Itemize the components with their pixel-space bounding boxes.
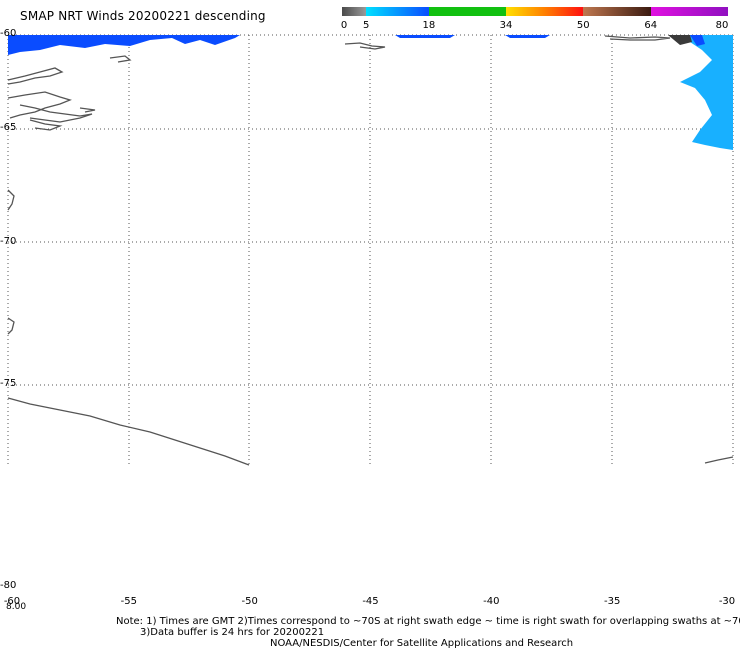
lat-tick-label: -80: [0, 580, 17, 591]
lon-tick-label: -50: [241, 596, 258, 607]
lon-tick-label: -55: [120, 596, 137, 607]
colorbar-tick-label: 18: [422, 20, 436, 31]
colorbar-segment: [366, 7, 429, 16]
lon-tick-label: -45: [362, 596, 379, 607]
note-line-2: 3)Data buffer is 24 hrs for 20200221: [140, 627, 325, 638]
grid-lines: [7, 34, 734, 465]
note-line-3: NOAA/NESDIS/Center for Satellite Applica…: [270, 638, 574, 649]
colorbar-tick-label: 50: [576, 20, 590, 31]
colorbar-tick-label: 64: [644, 20, 658, 31]
lon-tick-label: -60: [3, 596, 21, 607]
colorbar-tick-label: 0: [340, 20, 348, 31]
colorbar-segment: [583, 7, 651, 16]
lat-tick-label: -70: [0, 236, 17, 247]
wind-swath-right: [680, 35, 733, 150]
map-title: SMAP NRT Winds 20200221 descending: [20, 9, 266, 23]
wind-swath-right-dark: [668, 35, 692, 45]
colorbar-tick-label: 5: [362, 20, 370, 31]
lat-tick-label: -60: [0, 28, 17, 39]
colorbar-segment: [342, 7, 367, 16]
lon-tick-label: -30: [718, 596, 736, 607]
lat-tick-label: -75: [0, 378, 17, 389]
wind-swath-right-blue: [690, 35, 705, 46]
lon-tick-label: -35: [603, 596, 621, 607]
wind-swath-top-center-2: [505, 35, 550, 38]
wind-swath-top-center-1: [395, 35, 455, 38]
colorbar-segment: [506, 7, 584, 16]
colorbar-segment: [650, 7, 728, 16]
coastlines: [7, 35, 734, 466]
colorbar-tick-label: 80: [715, 20, 729, 31]
wind-swath-top-left: [8, 35, 240, 55]
colorbar-tick-label: 34: [499, 20, 513, 31]
lon-tick-label: -40: [483, 596, 500, 607]
lat-tick-label: -65: [0, 122, 17, 133]
note-line-1: Note: 1) Times are GMT 2)Times correspon…: [116, 616, 740, 627]
colorbar-segment: [428, 7, 507, 16]
time-label: 8.00: [6, 602, 27, 612]
